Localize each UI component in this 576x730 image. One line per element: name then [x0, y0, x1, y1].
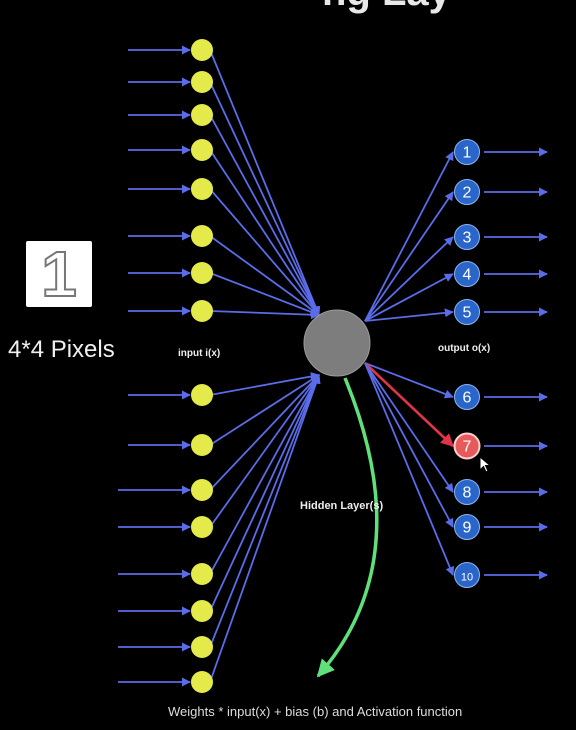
hidden-output-edge	[364, 362, 454, 493]
output-node	[454, 179, 480, 205]
digit-image: 1	[26, 241, 92, 307]
input-hidden-edge	[209, 374, 320, 491]
input-node	[191, 636, 213, 658]
input-node	[191, 39, 213, 61]
output-node-label: 9	[463, 520, 472, 537]
hidden-output-edge	[364, 362, 454, 528]
input-node	[191, 600, 213, 622]
input-hidden-edge	[209, 374, 320, 446]
input-hidden-edge	[209, 374, 320, 575]
hidden-layer-label: Hidden Layer(s)	[300, 500, 384, 512]
output-node-label: 10	[461, 572, 473, 584]
hidden-output-edge	[364, 362, 454, 399]
output-node	[454, 224, 480, 250]
output-node	[454, 384, 480, 410]
input-hidden-edge	[209, 272, 320, 317]
hidden-output-edge	[364, 151, 454, 322]
output-node-label: 5	[463, 305, 472, 322]
input-hidden-edge	[209, 372, 320, 396]
pixels-label: 4*4 Pixels	[8, 336, 115, 363]
output-node	[454, 479, 480, 505]
output-node-label: 8	[463, 485, 472, 502]
input-hidden-edge	[209, 235, 320, 316]
output-node	[454, 139, 480, 165]
output-node	[454, 261, 480, 287]
output-node-label: 7	[463, 439, 472, 456]
input-node	[191, 225, 213, 247]
output-node-label: 4	[463, 267, 472, 284]
formula-caption: Weights * input(x) + bias (b) and Activa…	[168, 704, 463, 719]
highlighted-output-node	[453, 432, 481, 460]
hidden-output-edge	[364, 362, 455, 576]
input-node	[191, 563, 213, 585]
input-hidden-edge	[209, 310, 320, 320]
input-node	[191, 671, 213, 693]
input-hidden-edge	[209, 374, 321, 683]
input-node	[191, 516, 213, 538]
input-hidden-edge	[209, 188, 320, 316]
input-layer-label: input i(x)	[178, 348, 221, 359]
hidden-output-edge	[364, 191, 454, 322]
digit-one-image: 1	[40, 238, 78, 310]
input-hidden-edge	[209, 114, 320, 316]
input-node	[191, 104, 213, 126]
hidden-output-edge	[364, 236, 454, 322]
input-node	[191, 178, 213, 200]
highlighted-output-edge	[364, 362, 454, 447]
output-node-label: 2	[463, 185, 472, 202]
input-hidden-edge	[209, 149, 320, 316]
output-node	[454, 514, 480, 540]
output-node-label: 6	[463, 390, 472, 407]
input-node	[191, 300, 213, 322]
input-node	[191, 384, 213, 406]
input-hidden-edge	[209, 49, 321, 316]
output-node	[454, 562, 480, 588]
hidden-output-edge	[364, 273, 454, 322]
input-node	[191, 139, 213, 161]
input-node	[191, 479, 213, 501]
output-layer-label: output o(x)	[438, 343, 491, 354]
input-node	[191, 262, 213, 284]
input-node	[191, 434, 213, 456]
hidden-output-edge	[364, 308, 454, 322]
hidden-node	[303, 309, 371, 377]
input-hidden-edge	[209, 374, 321, 648]
input-hidden-edge	[209, 374, 320, 528]
input-hidden-edge	[209, 81, 320, 316]
output-node-label: 3	[463, 230, 472, 247]
input-node	[191, 71, 213, 93]
output-node-label: 1	[463, 145, 472, 162]
output-node	[454, 299, 480, 325]
mouse-cursor-icon	[479, 456, 492, 473]
input-hidden-edge	[209, 374, 320, 612]
title-fragment: ng Lay	[322, 0, 451, 15]
hidden-layer-arrow	[316, 377, 379, 678]
